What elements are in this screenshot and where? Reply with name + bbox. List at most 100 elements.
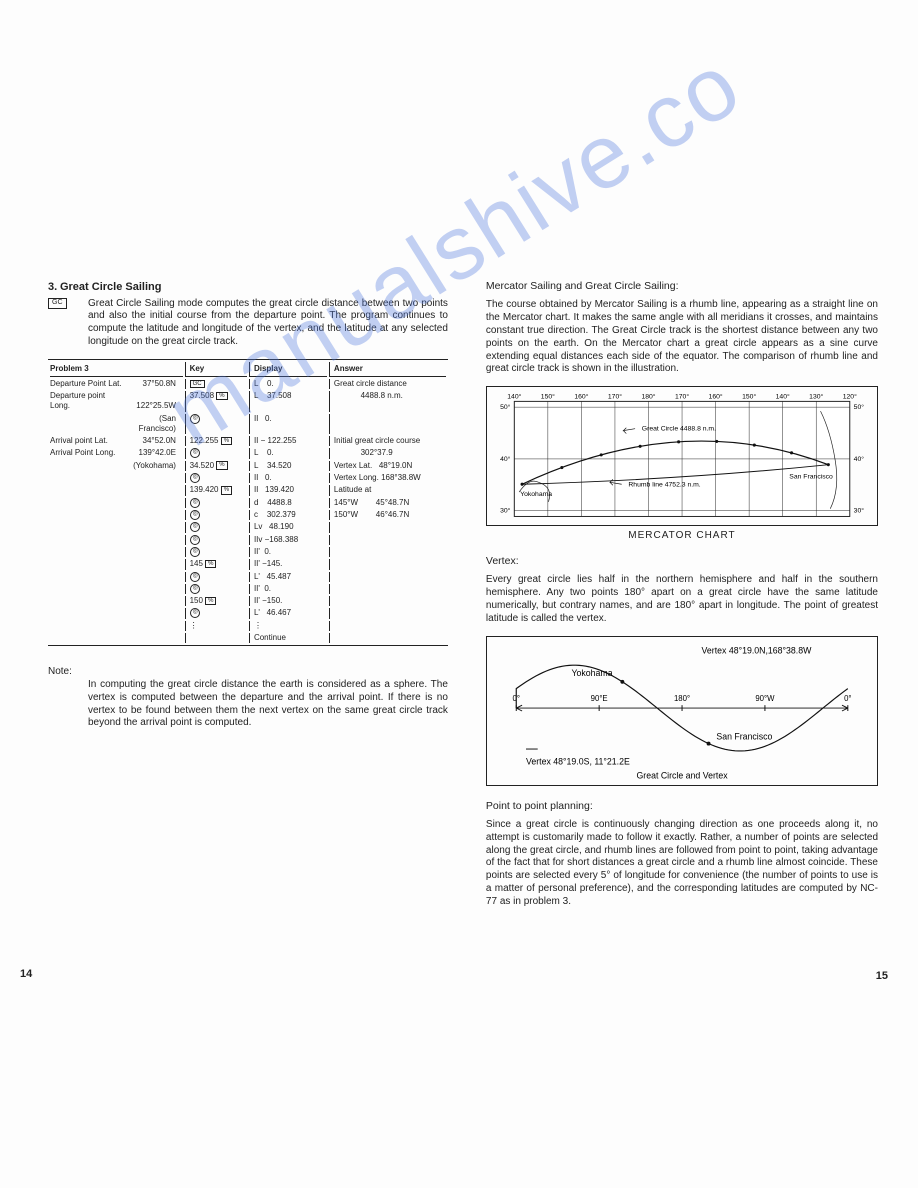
table-cell: Latitude at	[329, 485, 446, 495]
table-cell: GC	[185, 379, 247, 389]
svg-text:180°: 180°	[674, 694, 690, 703]
table-cell	[50, 559, 183, 569]
table-cell	[329, 621, 446, 631]
vertex-heading: Vertex:	[486, 555, 878, 568]
table-cell	[50, 633, 183, 643]
table-cell: Great circle distance	[329, 379, 446, 389]
svg-text:0°: 0°	[844, 694, 851, 703]
table-cell: 302°37.9	[329, 448, 446, 458]
col-header-key: Key	[185, 362, 247, 377]
svg-text:Great Circle 4488.8 n.m.: Great Circle 4488.8 n.m.	[642, 426, 716, 433]
table-cell	[50, 473, 183, 483]
svg-text:40°: 40°	[854, 455, 865, 463]
svg-text:San Francisco: San Francisco	[789, 474, 833, 481]
svg-text:170°: 170°	[675, 393, 689, 401]
svg-text:130°: 130°	[809, 393, 823, 401]
table-cell: ◎	[185, 584, 247, 594]
table-cell: 37.508 %	[185, 391, 247, 411]
table-cell: Arrival Point Long.139°42.0E	[50, 448, 183, 458]
page-number-left: 14	[20, 968, 32, 980]
table-cell	[50, 498, 183, 508]
table-cell: 145°W 45°48.7N	[329, 498, 446, 508]
table-cell: Initial great circle course	[329, 436, 446, 446]
svg-text:180°: 180°	[641, 393, 655, 401]
table-cell	[329, 522, 446, 532]
svg-text:Rhumb line 4752.3 n.m.: Rhumb line 4752.3 n.m.	[628, 482, 700, 489]
left-column: 3. Great Circle Sailing GC Great Circle …	[48, 280, 448, 919]
note-block: Note: In computing the great circle dist…	[48, 666, 448, 730]
table-cell	[50, 621, 183, 631]
table-cell: Continue	[249, 633, 327, 643]
intro-paragraph: Great Circle Sailing mode computes the g…	[88, 298, 448, 349]
section-heading: 3. Great Circle Sailing	[48, 280, 448, 295]
table-cell: Departure Point Lat.37°50.8N	[50, 379, 183, 389]
table-cell: L 0.	[249, 379, 327, 389]
svg-text:San Francisco: San Francisco	[716, 731, 772, 741]
col-header-answer: Answer	[329, 362, 446, 377]
vertex-diagram: 0°90°E180°90°W0°Vertex 48°19.0N,168°38.8…	[486, 636, 878, 786]
svg-text:150°: 150°	[541, 393, 555, 401]
svg-text:160°: 160°	[574, 393, 588, 401]
table-cell: 145 %	[185, 559, 247, 569]
col-header-problem: Problem 3	[50, 362, 183, 377]
table-cell: IIv −168.388	[249, 535, 327, 545]
table-cell	[50, 596, 183, 606]
col-header-display: Display	[249, 362, 327, 377]
table-cell: ◎	[185, 448, 247, 458]
page-spread: 3. Great Circle Sailing GC Great Circle …	[0, 0, 918, 919]
table-cell: II' 0.	[249, 547, 327, 557]
table-cell	[329, 633, 446, 643]
table-cell: II 0.	[249, 414, 327, 434]
table-cell	[50, 608, 183, 618]
table-cell: ◎	[185, 608, 247, 618]
table-cell: ⋮	[249, 621, 327, 631]
table-cell: 139.420 %	[185, 485, 247, 495]
svg-text:140°: 140°	[776, 393, 790, 401]
mercator-caption: MERCATOR CHART	[486, 530, 878, 543]
table-cell	[329, 547, 446, 557]
table-cell: 150 %	[185, 596, 247, 606]
table-cell: L' 45.487	[249, 572, 327, 582]
table-cell	[50, 522, 183, 532]
table-cell: L' 46.467	[249, 608, 327, 618]
svg-text:Yokohama: Yokohama	[520, 491, 552, 498]
table-cell: Vertex Lat. 48°19.0N	[329, 461, 446, 471]
table-cell	[50, 572, 183, 582]
table-cell	[329, 572, 446, 582]
table-cell: 34.520 %	[185, 461, 247, 471]
table-cell	[50, 485, 183, 495]
table-cell	[185, 633, 247, 643]
mercator-para: The course obtained by Mercator Sailing …	[486, 299, 878, 376]
table-cell: 150°W 46°46.7N	[329, 510, 446, 520]
note-label: Note:	[48, 666, 84, 679]
table-cell	[329, 535, 446, 545]
table-cell: ◎	[185, 535, 247, 545]
svg-text:Vertex 48°19.0S, 11°21.2E: Vertex 48°19.0S, 11°21.2E	[526, 756, 630, 766]
table-cell: II − 122.255	[249, 436, 327, 446]
table-cell: II 139.420	[249, 485, 327, 495]
section-title: Great Circle Sailing	[60, 281, 161, 293]
table-cell	[329, 559, 446, 569]
p2p-para: Since a great circle is continuously cha…	[486, 819, 878, 909]
table-cell: Departure point Long.122°25.5W	[50, 391, 183, 411]
note-body: In computing the great circle distance t…	[88, 679, 448, 730]
table-cell	[50, 584, 183, 594]
table-cell: 122.255 %	[185, 436, 247, 446]
table-cell	[50, 547, 183, 557]
p2p-heading: Point to point planning:	[486, 800, 878, 813]
svg-text:150°: 150°	[742, 393, 756, 401]
svg-text:170°: 170°	[608, 393, 622, 401]
svg-text:40°: 40°	[500, 455, 511, 463]
table-cell: II' 0.	[249, 584, 327, 594]
table-cell: Vertex Long. 168°38.8W	[329, 473, 446, 483]
svg-text:Yokohama: Yokohama	[571, 668, 612, 678]
page-number-right: 15	[876, 970, 888, 982]
svg-text:160°: 160°	[708, 393, 722, 401]
table-cell: d 4488.8	[249, 498, 327, 508]
table-cell: L 37.508	[249, 391, 327, 411]
table-cell: II 0.	[249, 473, 327, 483]
gc-key-box: GC	[48, 298, 67, 309]
svg-text:140°: 140°	[507, 393, 521, 401]
svg-text:Vertex 48°19.0N,168°38.8W: Vertex 48°19.0N,168°38.8W	[701, 645, 812, 655]
table-cell	[329, 584, 446, 594]
